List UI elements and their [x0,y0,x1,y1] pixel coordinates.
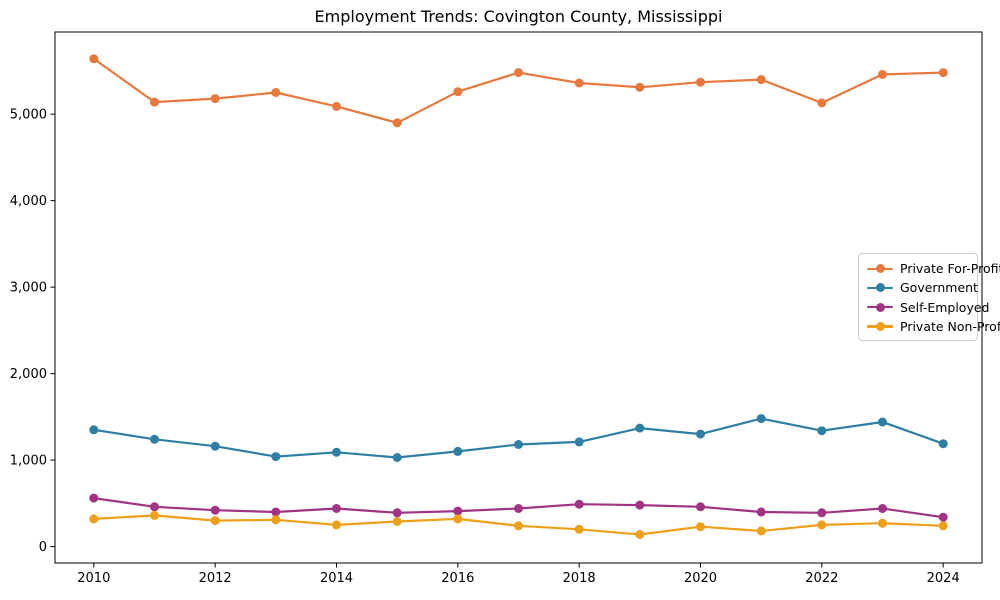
x-tick-label: 2010 [77,571,110,586]
legend-item-self-employed: Self-Employed [867,298,989,317]
series-marker-self-employed [453,506,463,516]
series-marker-private-for-profit [574,78,584,88]
series-marker-private-non-profit [696,522,705,532]
series-marker-private-non-profit [756,526,766,536]
series-marker-government [817,426,827,436]
y-tick-label: 2,000 [10,367,47,382]
series-marker-government [574,437,584,447]
legend-label: Private For-Profit [900,261,1000,276]
series-marker-self-employed [210,505,220,515]
series-marker-self-employed [817,508,827,518]
series-marker-government [938,439,948,449]
series-marker-private-for-profit [878,69,887,79]
series-marker-self-employed [392,508,402,518]
series-marker-private-for-profit [332,101,341,111]
series-marker-private-non-profit [878,518,887,528]
series-marker-self-employed [574,499,584,509]
series-marker-private-for-profit [514,68,523,78]
series-marker-government [210,441,220,451]
legend-label: Self-Employed [900,299,990,315]
series-marker-government [756,414,766,424]
chart-title: Employment Trends: Covington County, Mis… [314,7,723,26]
series-marker-government [150,434,159,444]
legend-item-private-non-profit: Private Non-Profit [867,317,1000,336]
x-tick-label: 2022 [805,571,838,586]
series-marker-self-employed [332,504,341,513]
series-marker-self-employed [150,502,159,512]
axes-spines [54,31,983,564]
series-marker-private-non-profit [210,516,220,526]
series-marker-government [878,417,887,427]
series-marker-government [271,452,281,462]
x-tick-label: 2014 [320,571,353,586]
series-marker-government [453,446,463,456]
series-marker-private-non-profit [635,530,645,539]
x-tick-label: 2018 [563,571,596,586]
legend-label: Private Non-Profit [900,318,1000,334]
series-marker-private-for-profit [89,54,99,64]
series-marker-government [635,423,645,433]
series-marker-private-for-profit [210,94,220,104]
series-marker-self-employed [89,493,99,503]
x-tick-label: 2024 [927,571,960,586]
y-tick-label: 1,000 [10,454,47,469]
series-marker-private-for-profit [150,97,159,107]
y-tick-label: 4,000 [10,194,47,209]
series-marker-private-non-profit [392,517,402,526]
series-marker-self-employed [938,512,948,522]
series-marker-private-non-profit [150,510,159,520]
series-marker-government [392,453,402,462]
y-tick-label: 0 [39,540,47,555]
y-tick-label: 3,000 [10,281,47,296]
series-marker-private-for-profit [817,98,827,108]
series-marker-government [514,440,523,449]
x-tick-label: 2020 [684,571,717,586]
series-marker-private-for-profit [696,77,705,87]
legend-marker-icon [867,282,893,294]
series-marker-private-non-profit [271,515,281,525]
series-marker-private-non-profit [332,520,341,530]
series-marker-government [696,429,705,439]
legend: Private For-Profit Government Self-Employe… [858,253,1000,341]
series-marker-private-for-profit [453,87,463,97]
legend-item-government: Government [867,278,978,297]
series-line-government [93,417,944,459]
series-marker-private-non-profit [453,514,463,524]
series-marker-private-for-profit [938,68,948,78]
series-marker-self-employed [514,504,523,513]
series-marker-self-employed [756,507,766,517]
series-marker-self-employed [878,504,887,513]
series-marker-private-for-profit [756,75,766,85]
series-marker-government [89,425,99,435]
legend-item-private-for-profit: Private For-Profit [867,259,1000,278]
series-marker-private-non-profit [817,520,827,530]
x-tick-label: 2016 [441,571,474,586]
series-marker-self-employed [696,502,705,512]
series-marker-government [332,447,341,457]
series-marker-self-employed [271,507,281,517]
series-marker-private-non-profit [89,514,99,524]
legend-marker-icon [867,320,893,332]
y-tick-label: 5,000 [10,108,47,123]
series-marker-private-for-profit [392,118,402,128]
series-marker-private-non-profit [574,524,584,534]
series-marker-self-employed [635,500,645,510]
series-marker-private-non-profit [514,521,523,531]
legend-marker-icon [867,301,893,313]
series-marker-private-non-profit [938,521,948,531]
series-marker-private-for-profit [635,82,645,92]
x-tick-label: 2012 [199,571,232,586]
legend-marker-icon [867,263,893,275]
series-marker-private-for-profit [271,88,281,97]
legend-label: Government [900,280,978,296]
